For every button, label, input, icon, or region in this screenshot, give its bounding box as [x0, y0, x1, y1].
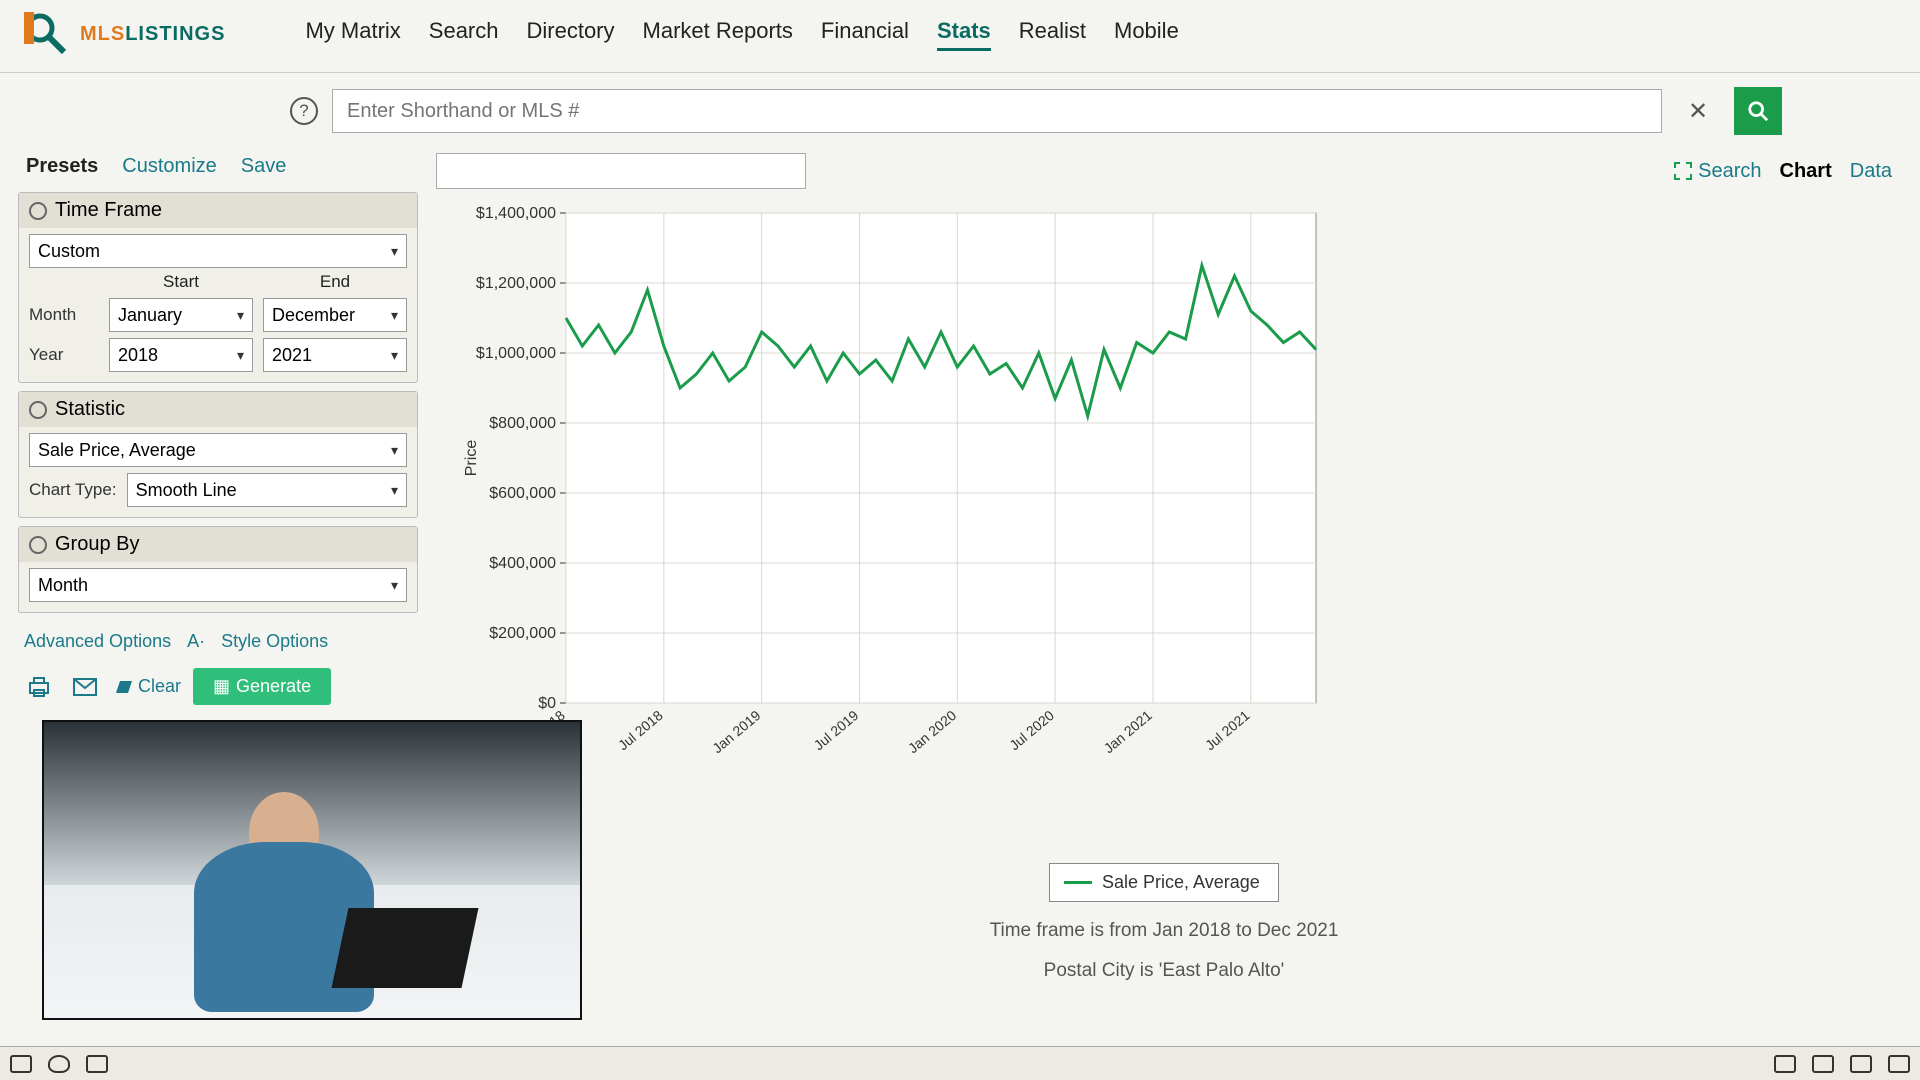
svg-text:Jan 2019: Jan 2019 — [709, 707, 764, 756]
month-label: Month — [29, 305, 99, 325]
timeframe-preset-select[interactable]: Custom▾ — [29, 234, 407, 268]
expand-search-button[interactable]: Search — [1674, 160, 1761, 183]
eraser-icon — [114, 679, 134, 695]
groupby-select[interactable]: Month▾ — [29, 568, 407, 602]
panel-title: Group By — [55, 533, 139, 556]
email-icon[interactable] — [68, 672, 102, 702]
expand-icon — [1674, 162, 1692, 180]
svg-text:Jan 2020: Jan 2020 — [905, 707, 960, 756]
brand-text: MLSLISTINGS — [80, 23, 225, 46]
tab-presets[interactable]: Presets — [26, 155, 98, 178]
style-options-link[interactable]: Style Options — [221, 631, 328, 652]
sidebar-tabs: Presets Customize Save — [18, 149, 418, 192]
brand-logo: MLSLISTINGS — [20, 8, 225, 60]
clear-search-icon[interactable]: ✕ — [1676, 89, 1720, 133]
end-year-select[interactable]: 2021▾ — [263, 338, 407, 372]
year-label: Year — [29, 345, 99, 365]
os-taskbar — [0, 1046, 1920, 1080]
chart-legend: Sale Price, Average — [1049, 863, 1279, 902]
top-nav: MLSLISTINGS My Matrix Search Directory Mark… — [0, 0, 1920, 73]
nav-mobile[interactable]: Mobile — [1114, 18, 1179, 51]
action-row: Clear ▦Generate — [18, 662, 418, 711]
tab-customize[interactable]: Customize — [122, 155, 216, 178]
gear-icon[interactable] — [29, 202, 47, 220]
statistic-select[interactable]: Sale Price, Average▾ — [29, 433, 407, 467]
logo-mark-icon — [20, 8, 72, 60]
nav-market-reports[interactable]: Market Reports — [643, 18, 793, 51]
view-chart-tab[interactable]: Chart — [1780, 160, 1832, 183]
mail-icon[interactable] — [86, 1055, 108, 1073]
charttype-select[interactable]: Smooth Line▾ — [127, 473, 407, 507]
panel-timeframe: Time Frame Custom▾ Start End Month Janua… — [18, 192, 418, 383]
nav-search[interactable]: Search — [429, 18, 499, 51]
search-button[interactable] — [1734, 87, 1782, 135]
svg-text:Jul 2018: Jul 2018 — [615, 707, 666, 753]
svg-text:$600,000: $600,000 — [489, 485, 556, 502]
nav-financial[interactable]: Financial — [821, 18, 909, 51]
tab-save[interactable]: Save — [241, 155, 287, 178]
print-icon[interactable] — [22, 672, 56, 702]
search-icon — [1747, 100, 1769, 122]
generate-button[interactable]: ▦Generate — [193, 668, 331, 705]
svg-text:$1,200,000: $1,200,000 — [476, 275, 556, 292]
pause-icon[interactable] — [10, 1055, 32, 1073]
camera-icon[interactable] — [1774, 1055, 1796, 1073]
panel-title: Statistic — [55, 398, 125, 421]
svg-text:Jul 2020: Jul 2020 — [1006, 707, 1057, 753]
legend-swatch — [1064, 881, 1092, 884]
svg-text:Jul 2021: Jul 2021 — [1202, 707, 1253, 753]
svg-text:Price: Price — [463, 440, 480, 477]
svg-text:$1,000,000: $1,000,000 — [476, 345, 556, 362]
panel-timeframe-header: Time Frame — [19, 193, 417, 228]
nav-realist[interactable]: Realist — [1019, 18, 1086, 51]
nav-my-matrix[interactable]: My Matrix — [305, 18, 400, 51]
gear-icon[interactable] — [29, 536, 47, 554]
advanced-row: Advanced Options A· Style Options — [18, 621, 418, 662]
main-area: Search Chart Data $0$200,000$400,000$600… — [426, 149, 1902, 982]
panel-title: Time Frame — [55, 199, 162, 222]
end-label: End — [263, 272, 407, 292]
clear-button[interactable]: Clear — [114, 676, 181, 697]
nav-directory[interactable]: Directory — [527, 18, 615, 51]
svg-text:$400,000: $400,000 — [489, 555, 556, 572]
svg-text:$1,400,000: $1,400,000 — [476, 205, 556, 222]
cloud-icon[interactable] — [48, 1055, 70, 1073]
view-data-tab[interactable]: Data — [1850, 160, 1892, 183]
panel-groupby: Group By Month▾ — [18, 526, 418, 613]
chart-svg: $0$200,000$400,000$600,000$800,000$1,000… — [456, 203, 1336, 763]
svg-text:$200,000: $200,000 — [489, 625, 556, 642]
chart-filter-input[interactable] — [436, 153, 806, 189]
svg-text:Jan 2021: Jan 2021 — [1100, 707, 1155, 756]
legend-label: Sale Price, Average — [1102, 872, 1260, 893]
search-strip: ? ✕ — [0, 73, 1920, 149]
chart-toolbar: Search Chart Data — [426, 149, 1902, 203]
start-year-select[interactable]: 2018▾ — [109, 338, 253, 372]
text-size-toggle[interactable]: A· — [187, 631, 205, 652]
webcam-overlay — [42, 720, 582, 1020]
svg-text:$800,000: $800,000 — [489, 415, 556, 432]
search-input[interactable] — [347, 100, 1647, 123]
help-icon[interactable]: ? — [290, 97, 318, 125]
chevron-down-icon: ▾ — [391, 243, 398, 260]
search-input-wrap — [332, 89, 1662, 133]
main-nav: My Matrix Search Directory Market Reports Fi… — [305, 18, 1178, 51]
start-month-select[interactable]: January▾ — [109, 298, 253, 332]
chart-caption-1: Time frame is from Jan 2018 to Dec 2021 — [426, 920, 1902, 942]
start-label: Start — [109, 272, 253, 292]
chart: $0$200,000$400,000$600,000$800,000$1,000… — [456, 203, 1336, 763]
code-icon[interactable] — [1888, 1055, 1910, 1073]
window-icon[interactable] — [1812, 1055, 1834, 1073]
chart-caption-2: Postal City is 'East Palo Alto' — [426, 960, 1902, 982]
nav-stats[interactable]: Stats — [937, 18, 991, 51]
end-month-select[interactable]: December▾ — [263, 298, 407, 332]
svg-text:Jul 2019: Jul 2019 — [811, 707, 862, 753]
picture-icon[interactable] — [1850, 1055, 1872, 1073]
advanced-options-link[interactable]: Advanced Options — [24, 631, 171, 652]
charttype-label: Chart Type: — [29, 480, 117, 500]
panel-statistic: Statistic Sale Price, Average▾ Chart Typ… — [18, 391, 418, 518]
gear-icon[interactable] — [29, 401, 47, 419]
